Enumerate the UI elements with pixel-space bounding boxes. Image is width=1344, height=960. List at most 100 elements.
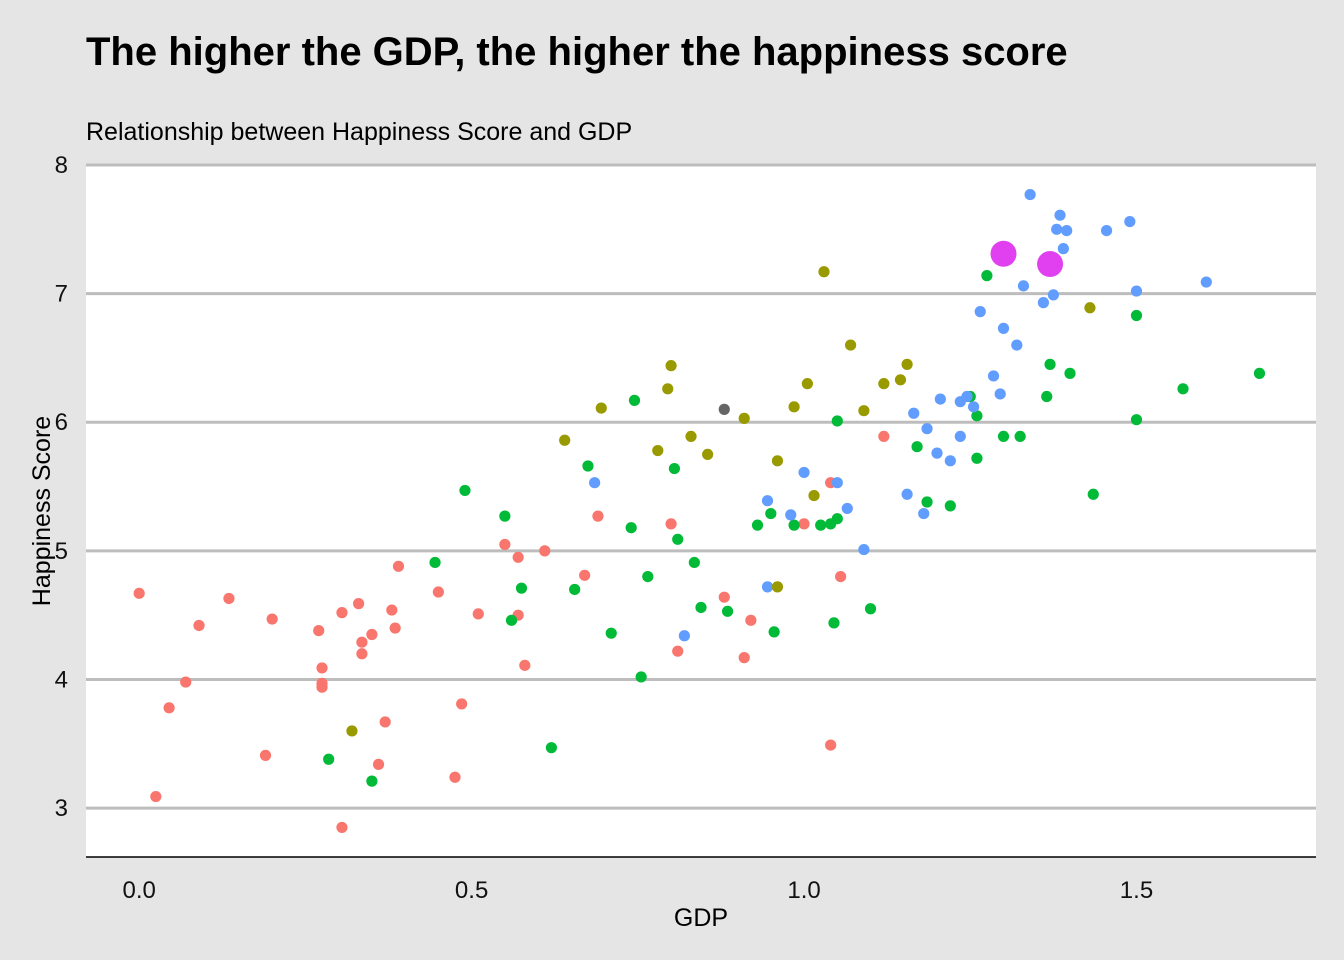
data-point [1051, 223, 1063, 235]
data-point [878, 430, 890, 442]
data-point [1200, 276, 1212, 288]
data-point [751, 519, 764, 531]
data-point [1084, 302, 1096, 314]
data-point [808, 489, 820, 502]
data-point [223, 592, 235, 605]
data-point [745, 614, 757, 626]
data-point [768, 626, 780, 638]
data-point [858, 405, 870, 417]
data-point [815, 519, 827, 531]
data-point [392, 560, 405, 572]
x-axis-ticks: 0.0 0.5 1.0 1.5 [123, 877, 1154, 904]
data-point [901, 358, 913, 370]
data-point [642, 570, 654, 583]
data-point [432, 586, 444, 598]
data-point [1087, 488, 1099, 500]
data-point [366, 628, 378, 641]
data-point [336, 821, 348, 834]
data-point [918, 507, 930, 520]
y-tick-label: 7 [55, 281, 68, 308]
data-point [1057, 243, 1069, 255]
data-point [771, 455, 784, 467]
data-point [944, 500, 956, 512]
chart-title: The higher the GDP, the higher the happi… [86, 30, 1068, 74]
data-point [628, 394, 641, 406]
x-tick-label: 0.5 [455, 877, 488, 904]
data-point [934, 393, 946, 405]
data-point [672, 645, 684, 657]
data-point [944, 455, 956, 467]
data-point [864, 603, 877, 615]
data-point [356, 648, 368, 660]
data-point [366, 775, 378, 787]
data-point [788, 519, 800, 531]
data-point [844, 339, 857, 351]
data-point [512, 551, 524, 563]
data-point [266, 613, 278, 625]
data-point [579, 569, 591, 581]
y-tick-label: 5 [55, 538, 68, 565]
data-point [652, 444, 664, 457]
x-axis-title: GDP [674, 904, 728, 932]
data-point [605, 627, 617, 639]
data-point [702, 448, 714, 461]
data-point [801, 378, 813, 390]
data-point [994, 388, 1006, 400]
data-point [921, 496, 933, 508]
data-point [456, 698, 468, 710]
data-point [316, 681, 328, 693]
data-point [1041, 390, 1053, 403]
data-point [831, 513, 843, 525]
data-point [1044, 358, 1056, 370]
data-point [356, 636, 368, 648]
data-point [505, 614, 518, 626]
data-point [625, 522, 637, 534]
x-tick-label: 1.5 [1120, 877, 1153, 904]
highlighted-point [990, 240, 1017, 267]
data-point [1130, 414, 1143, 426]
data-point [1130, 309, 1143, 322]
data-point [662, 383, 674, 395]
data-point [974, 306, 986, 318]
data-point [313, 625, 325, 637]
data-point [519, 659, 531, 671]
data-point [1124, 215, 1136, 228]
data-point [499, 538, 511, 551]
data-point [981, 270, 993, 282]
data-point [1011, 339, 1023, 351]
data-point [831, 415, 843, 427]
data-point [1024, 188, 1036, 201]
data-point [193, 619, 205, 632]
data-point [1037, 297, 1050, 309]
data-point [831, 477, 843, 489]
data-point [449, 771, 461, 783]
data-point [931, 447, 943, 459]
data-point [515, 582, 528, 594]
data-point [323, 753, 335, 765]
data-point [825, 739, 837, 751]
data-point [718, 403, 730, 415]
data-point [1064, 367, 1076, 379]
data-point [718, 591, 730, 603]
data-point [665, 360, 677, 372]
y-axis-title: Happiness Score [28, 416, 56, 606]
data-point [908, 407, 920, 419]
data-point [379, 716, 391, 728]
data-point [971, 410, 983, 422]
data-point [592, 510, 604, 522]
data-point [921, 423, 933, 435]
data-point [858, 543, 870, 556]
data-point [386, 604, 398, 616]
data-point [668, 462, 681, 475]
gridlines [86, 163, 1316, 810]
data-point [961, 390, 973, 403]
data-point [259, 749, 272, 761]
plot-panel [86, 165, 1316, 857]
data-point [828, 617, 840, 629]
data-point [798, 466, 810, 479]
data-point [685, 430, 697, 442]
data-point [346, 725, 358, 737]
data-point [721, 605, 734, 617]
data-point [665, 518, 677, 530]
data-point [785, 509, 797, 521]
